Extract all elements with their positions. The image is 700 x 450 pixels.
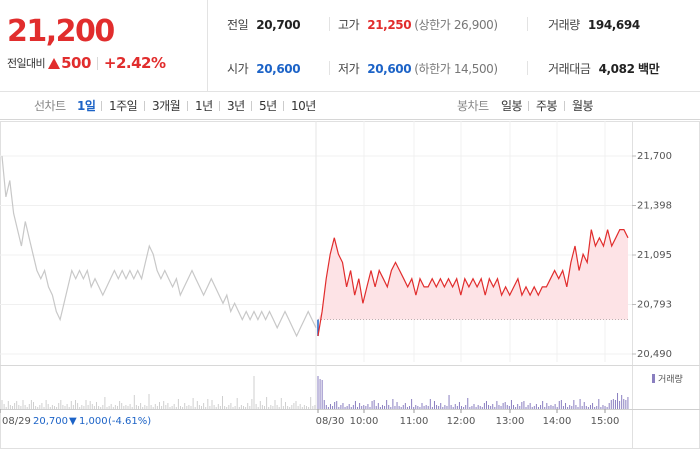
divider bbox=[251, 101, 252, 111]
divider bbox=[96, 56, 98, 70]
open-label: 시가 bbox=[227, 62, 249, 76]
price-chart-svg: 21,700 21,398 21,095 20,793 20,490 거래량 08/29 08… bbox=[0, 121, 700, 449]
divider bbox=[101, 101, 102, 111]
candle-weekly[interactable]: 주봉 bbox=[536, 99, 558, 113]
x-tick-label: 11:00 bbox=[400, 416, 429, 427]
volume-cell: 거래량 194,694 bbox=[548, 16, 640, 33]
divider bbox=[528, 101, 529, 111]
x-tick-label: 14:00 bbox=[543, 416, 572, 427]
open-value: 20,600 bbox=[256, 62, 301, 76]
lower-limit: (하한가 14,500) bbox=[414, 62, 498, 76]
series-line-prev-day bbox=[1, 155, 317, 338]
divider bbox=[527, 61, 528, 75]
legend-volume-label: 거래량 bbox=[658, 373, 683, 385]
change-rate: +2.42% bbox=[103, 54, 166, 72]
intraday-chart: 21,700 21,398 21,095 20,793 20,490 거래량 08/29 08… bbox=[0, 121, 700, 450]
prev-close-label: 전일 bbox=[227, 18, 249, 32]
amount-unit: 백만 bbox=[637, 62, 660, 76]
low-value: 20,600 bbox=[367, 62, 412, 76]
divider bbox=[144, 101, 145, 111]
prev-day-change: 1,000 bbox=[79, 416, 108, 427]
change-label: 전일대비 bbox=[7, 57, 46, 70]
period-5y[interactable]: 5년 bbox=[259, 99, 277, 113]
amount-cell: 거래대금 4,082 백만 bbox=[548, 60, 660, 77]
x-tick-label: 08/30 bbox=[316, 416, 345, 427]
stock-summary: 21,200 전일대비 500 +2.42% 전일 20,700 고가 21,250… bbox=[0, 0, 700, 92]
upper-limit: (상한가 26,900) bbox=[414, 18, 498, 32]
period-3y[interactable]: 3년 bbox=[227, 99, 245, 113]
prev-close-value: 20,700 bbox=[256, 18, 301, 32]
divider bbox=[527, 17, 528, 31]
candle-daily[interactable]: 일봉 bbox=[501, 99, 523, 113]
period-1w[interactable]: 1주일 bbox=[109, 99, 138, 113]
divider bbox=[329, 17, 330, 31]
change-row: 전일대비 500 +2.42% bbox=[7, 54, 166, 72]
price-box: 21,200 전일대비 500 +2.42% bbox=[0, 0, 208, 92]
prev-close-cell: 전일 20,700 bbox=[227, 16, 301, 33]
period-1d[interactable]: 1일 bbox=[77, 99, 96, 113]
y-tick-label: 21,700 bbox=[637, 151, 672, 162]
candle-chart-label: 봉차트 bbox=[457, 99, 489, 113]
low-label: 저가 bbox=[338, 62, 360, 76]
divider bbox=[219, 101, 220, 111]
y-tick-label: 21,398 bbox=[637, 201, 672, 212]
x-tick-label: 15:00 bbox=[591, 416, 620, 427]
divider bbox=[564, 101, 565, 111]
amount-label: 거래대금 bbox=[548, 62, 591, 76]
x-tick-label: 10:00 bbox=[350, 416, 379, 427]
prev-day-down-icon: ▼ bbox=[69, 416, 77, 427]
line-chart-label: 선차트 bbox=[34, 99, 66, 113]
volume-label: 거래량 bbox=[548, 18, 580, 32]
chart-period-bar: 선차트 1일 1주일 3개월 1년 3년 5년 10년 봉차트 일봉 주봉 월봉 bbox=[0, 92, 700, 120]
up-triangle-icon bbox=[48, 57, 61, 69]
series-line-today bbox=[317, 228, 629, 337]
high-cell: 고가 21,250 (상한가 26,900) bbox=[338, 16, 498, 33]
x-tick-label: 12:00 bbox=[447, 416, 476, 427]
divider bbox=[187, 101, 188, 111]
y-tick-label: 20,490 bbox=[637, 349, 672, 360]
period-3m[interactable]: 3개월 bbox=[152, 99, 181, 113]
period-1y[interactable]: 1년 bbox=[195, 99, 213, 113]
prev-day-close: 20,700 bbox=[33, 416, 68, 427]
divider bbox=[329, 61, 330, 75]
low-cell: 저가 20,600 (하한가 14,500) bbox=[338, 60, 498, 77]
y-tick-label: 20,793 bbox=[637, 300, 672, 311]
prev-day-rate: (-4.61%) bbox=[108, 416, 151, 427]
y-tick-label: 21,095 bbox=[637, 250, 672, 261]
current-price: 21,200 bbox=[7, 14, 115, 49]
x-tick-label: 13:00 bbox=[496, 416, 525, 427]
x-tick-label: 08/29 bbox=[2, 416, 31, 427]
legend-volume-swatch bbox=[652, 374, 655, 383]
amount-value: 4,082 bbox=[598, 62, 635, 76]
change-amount: 500 bbox=[61, 54, 91, 72]
candle-monthly[interactable]: 월봉 bbox=[572, 99, 594, 113]
series-area-today bbox=[318, 229, 628, 320]
divider bbox=[283, 101, 284, 111]
high-label: 고가 bbox=[338, 18, 360, 32]
open-cell: 시가 20,600 bbox=[227, 60, 301, 77]
volume-value: 194,694 bbox=[587, 18, 640, 32]
high-value: 21,250 bbox=[367, 18, 412, 32]
period-10y[interactable]: 10년 bbox=[291, 99, 316, 113]
